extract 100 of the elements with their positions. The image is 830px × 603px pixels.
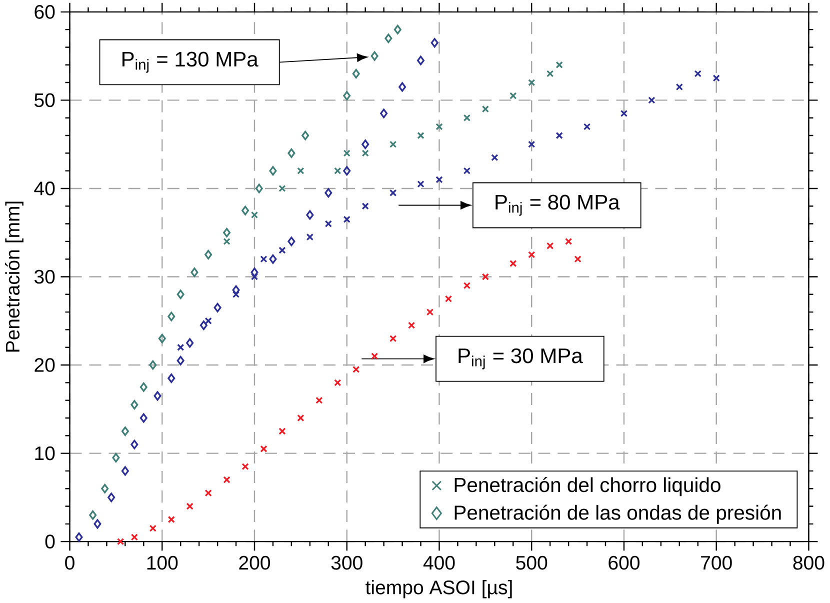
x-tick-label: 600 [608, 556, 640, 570]
point [316, 396, 323, 404]
y-axis-title: Penetración [mm] [5, 202, 24, 352]
point [417, 132, 424, 139]
point [302, 130, 310, 140]
point [352, 68, 360, 78]
point [223, 238, 230, 245]
point [116, 538, 124, 546]
point [528, 140, 536, 148]
point [694, 70, 702, 78]
point [260, 445, 268, 452]
point [112, 452, 120, 462]
point [343, 166, 351, 176]
point [620, 110, 628, 117]
point [306, 210, 314, 220]
point [260, 255, 268, 263]
point [389, 189, 397, 196]
x-tick-label: 800 [793, 556, 824, 570]
point [324, 220, 332, 228]
point [362, 149, 369, 157]
point [556, 132, 563, 139]
x-tick-label: 300 [331, 556, 362, 570]
point [121, 426, 129, 436]
point [250, 211, 258, 218]
x-tick-label: 400 [423, 556, 455, 570]
point [394, 24, 402, 34]
point [232, 285, 240, 295]
point [89, 510, 97, 520]
y-tick-label: 60 [34, 4, 55, 19]
point [384, 34, 392, 44]
point [343, 216, 350, 223]
x-tick-label: 500 [516, 556, 548, 570]
point [278, 246, 286, 254]
point [108, 492, 116, 502]
point [176, 290, 184, 300]
point [482, 105, 490, 113]
point [430, 38, 438, 48]
point [389, 334, 397, 342]
point [121, 466, 129, 476]
point [288, 236, 296, 246]
point [168, 373, 176, 383]
point [343, 149, 350, 157]
point [154, 391, 162, 401]
point [370, 51, 378, 61]
point [380, 108, 388, 118]
point [417, 180, 424, 188]
point [94, 519, 102, 529]
point [177, 344, 184, 351]
y-tick-label: 0 [45, 534, 55, 548]
point [75, 532, 83, 542]
point [223, 228, 231, 238]
point [149, 360, 157, 370]
y-tick-label: 20 [34, 358, 55, 372]
x-tick-label: 100 [147, 556, 178, 570]
point [556, 61, 563, 68]
x-tick-label: 200 [239, 556, 270, 570]
point [398, 82, 406, 92]
legend-label: Penetración del chorro liquido [454, 476, 720, 496]
point [648, 96, 656, 104]
point [574, 255, 582, 263]
y-tick-label: 40 [34, 181, 55, 196]
point [204, 489, 212, 497]
point [190, 268, 198, 277]
point [214, 302, 222, 312]
x-tick-label: 700 [701, 556, 732, 570]
point [130, 533, 138, 541]
annotation: P$_{inj}$ = 30 MPa [458, 348, 583, 370]
point [297, 167, 304, 174]
point [130, 440, 138, 450]
point [528, 250, 536, 258]
point [417, 56, 425, 66]
point [408, 322, 416, 329]
point [269, 166, 277, 176]
point [242, 206, 250, 216]
point [306, 233, 314, 241]
point [444, 295, 452, 302]
point [510, 260, 517, 267]
point [130, 400, 138, 410]
legend-label: Penetración de las ondas de presión [454, 504, 781, 524]
point [343, 90, 351, 100]
point [491, 154, 498, 162]
point [101, 484, 109, 494]
y-tick-label: 50 [34, 93, 55, 108]
annotation: P$_{inj}$ = 130 MPa [122, 52, 258, 73]
point [158, 334, 166, 344]
point [278, 184, 286, 192]
point [510, 92, 517, 100]
point [255, 184, 263, 194]
point [546, 70, 554, 78]
point [463, 282, 471, 290]
point [334, 378, 342, 386]
point [278, 428, 286, 435]
point [168, 312, 176, 322]
point [463, 167, 471, 174]
point [176, 356, 184, 366]
point [149, 524, 156, 532]
point [463, 114, 471, 122]
point [324, 188, 332, 198]
point [352, 366, 360, 373]
point [482, 273, 490, 280]
